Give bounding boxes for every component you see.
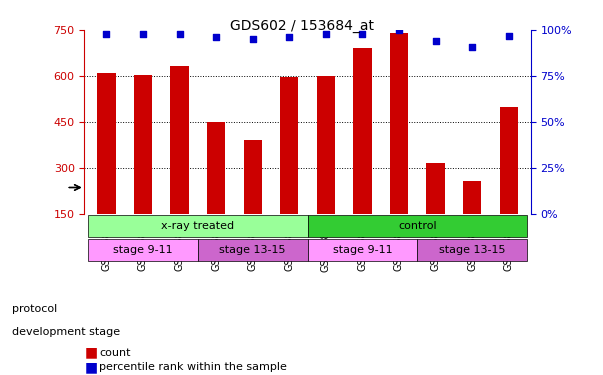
Text: protocol: protocol — [12, 304, 57, 314]
Bar — [426, 163, 444, 213]
Bar — [97, 74, 116, 213]
FancyBboxPatch shape — [417, 239, 527, 261]
Text: stage 9-11: stage 9-11 — [333, 245, 392, 255]
Bar — [353, 48, 371, 213]
Point — [321, 31, 330, 37]
Bar — [317, 76, 335, 213]
Bar — [171, 66, 189, 213]
Point — [467, 44, 477, 50]
Bar — [244, 140, 262, 213]
FancyBboxPatch shape — [198, 239, 308, 261]
FancyBboxPatch shape — [308, 239, 417, 261]
Point — [211, 34, 221, 40]
Text: development stage: development stage — [12, 327, 120, 337]
Bar — [134, 75, 152, 213]
Bar — [390, 33, 408, 213]
Bar — [280, 77, 298, 213]
Text: ■: ■ — [84, 360, 98, 375]
Point — [431, 38, 440, 44]
Text: count: count — [99, 348, 131, 357]
Point — [285, 34, 294, 40]
Text: percentile rank within the sample: percentile rank within the sample — [99, 363, 288, 372]
Bar — [463, 180, 481, 213]
Text: stage 13-15: stage 13-15 — [439, 245, 505, 255]
Bar — [207, 122, 226, 213]
Point — [101, 31, 111, 37]
Point — [248, 36, 257, 42]
FancyBboxPatch shape — [308, 215, 527, 237]
Text: stage 13-15: stage 13-15 — [219, 245, 286, 255]
Point — [394, 27, 404, 33]
Bar — [499, 107, 518, 213]
Text: control: control — [398, 221, 437, 231]
Text: x-ray treated: x-ray treated — [161, 221, 235, 231]
Point — [175, 31, 185, 37]
Text: stage 9-11: stage 9-11 — [113, 245, 172, 255]
Point — [504, 33, 514, 39]
Point — [138, 31, 148, 37]
Text: GDS602 / 153684_at: GDS602 / 153684_at — [230, 19, 373, 33]
Point — [358, 31, 367, 37]
Text: ■: ■ — [84, 345, 98, 360]
FancyBboxPatch shape — [88, 215, 308, 237]
FancyBboxPatch shape — [88, 239, 198, 261]
